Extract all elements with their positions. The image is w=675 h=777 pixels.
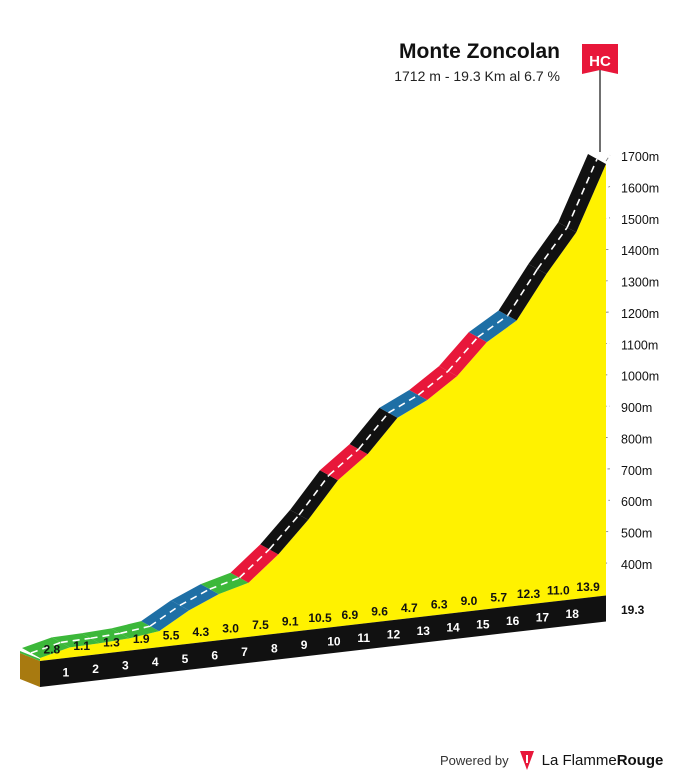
gradient-label: 4.3 — [192, 625, 209, 639]
flame-logo-icon — [519, 751, 534, 770]
y-tick-label: 1500m — [621, 213, 659, 227]
km-label: 8 — [271, 641, 278, 655]
road-centerline — [149, 604, 181, 627]
gradient-label: 1.3 — [103, 635, 120, 649]
y-tick-label: 1600m — [621, 181, 659, 195]
hc-flag-icon — [582, 44, 618, 74]
road-segment — [230, 544, 279, 583]
total-distance-label: 19.3 — [621, 603, 645, 617]
road-centerline — [120, 625, 151, 635]
road-segment — [409, 366, 458, 401]
km-label: 9 — [301, 638, 308, 652]
profile-area — [40, 164, 606, 661]
km-label: 13 — [417, 624, 431, 638]
y-tick-label: 500m — [621, 527, 652, 541]
road-centerline — [566, 158, 598, 228]
gradient-label: 11.0 — [547, 584, 570, 598]
y-tick-label: 400m — [621, 558, 652, 572]
km-label: 4 — [152, 655, 159, 669]
km-label: 5 — [182, 652, 189, 666]
road-start-edge — [20, 651, 40, 661]
y-tick-label: 1200m — [621, 307, 659, 321]
y-tick-label: 1700m — [621, 150, 659, 164]
road-layer — [20, 154, 606, 661]
grid-line — [605, 154, 611, 162]
road-centerline — [536, 226, 568, 270]
road-centerline — [268, 514, 300, 550]
y-tick-label: 600m — [621, 495, 652, 509]
gradient-label: 1.1 — [73, 639, 90, 653]
gradient-label: 1.9 — [133, 632, 150, 646]
y-tick-label: 1100m — [621, 338, 658, 352]
gradient-label: 9.0 — [461, 594, 478, 608]
road-centerline — [506, 268, 539, 316]
road-segment — [260, 509, 309, 555]
gradient-label: 6.3 — [431, 597, 448, 611]
chart-title: Monte Zoncolan — [399, 40, 560, 63]
gradient-label: 13.9 — [576, 580, 600, 594]
road-centerline — [447, 336, 479, 372]
km-label: 14 — [446, 621, 460, 635]
km-label: 6 — [211, 648, 218, 662]
gradient-label: 9.1 — [282, 615, 299, 629]
chart-header: Monte Zoncolan 1712 m - 19.3 Km al 6.7 %… — [394, 40, 618, 152]
road-segment — [319, 444, 368, 481]
km-label: 2 — [92, 662, 99, 676]
y-tick-label: 800m — [621, 432, 652, 446]
road-centerline — [358, 412, 390, 450]
km-label: 7 — [241, 645, 248, 659]
road-centerline — [298, 474, 330, 516]
km-label: 11 — [357, 631, 370, 645]
road-centerline — [90, 632, 121, 640]
gradient-label: 12.3 — [517, 587, 541, 601]
y-tick-label: 1300m — [621, 276, 659, 290]
gradient-label: 2.8 — [44, 642, 61, 656]
km-label: 16 — [506, 614, 520, 628]
gradient-label: 4.7 — [401, 601, 418, 615]
gradient-label: 6.9 — [341, 608, 358, 622]
base-layer — [20, 595, 606, 687]
road-centerline — [209, 576, 240, 590]
gradient-label: 7.5 — [252, 618, 269, 632]
road-centerline — [328, 448, 360, 476]
km-label: 18 — [566, 607, 580, 621]
road-centerline — [388, 394, 419, 414]
area-layer — [40, 164, 606, 661]
road-centerline — [238, 548, 270, 579]
km-label: 1 — [62, 666, 69, 680]
category-badge: HC — [589, 53, 611, 70]
base-band — [40, 595, 606, 687]
road-centerline — [477, 314, 509, 338]
brand-name: La FlammeRouge — [541, 751, 664, 769]
road-centerline — [417, 370, 449, 396]
y-tick-label: 700m — [621, 464, 652, 478]
road-centerline — [30, 641, 62, 654]
gradient-label: 9.6 — [371, 604, 388, 618]
road-segment — [349, 407, 398, 455]
km-label: 12 — [387, 628, 401, 642]
km-label: 15 — [476, 617, 490, 631]
km-label: 3 — [122, 659, 129, 673]
gradient-label: 10.5 — [308, 611, 332, 625]
y-tick-label: 900m — [621, 401, 652, 415]
base-side — [20, 653, 40, 687]
gradient-label: 3.0 — [222, 622, 239, 636]
road-centerline — [60, 637, 91, 644]
y-tick-label: 1400m — [621, 244, 659, 258]
km-label: 17 — [536, 610, 550, 624]
road-centerline — [179, 588, 211, 607]
gradient-label: 5.5 — [163, 628, 180, 642]
gradient-label: 5.7 — [490, 591, 507, 605]
km-label: 10 — [327, 635, 341, 649]
powered-by-text: Powered by — [440, 752, 509, 768]
label-layer: 400m 500m 600m 700m 800m 900m 1000m 1100m 1200m 1… — [44, 150, 660, 679]
footer: Powered by La FlammeRouge — [440, 748, 670, 772]
road-segment — [439, 332, 487, 377]
chart-subtitle: 1712 m - 19.3 Km al 6.7 % — [394, 68, 560, 84]
y-tick-label: 1000m — [621, 370, 659, 384]
